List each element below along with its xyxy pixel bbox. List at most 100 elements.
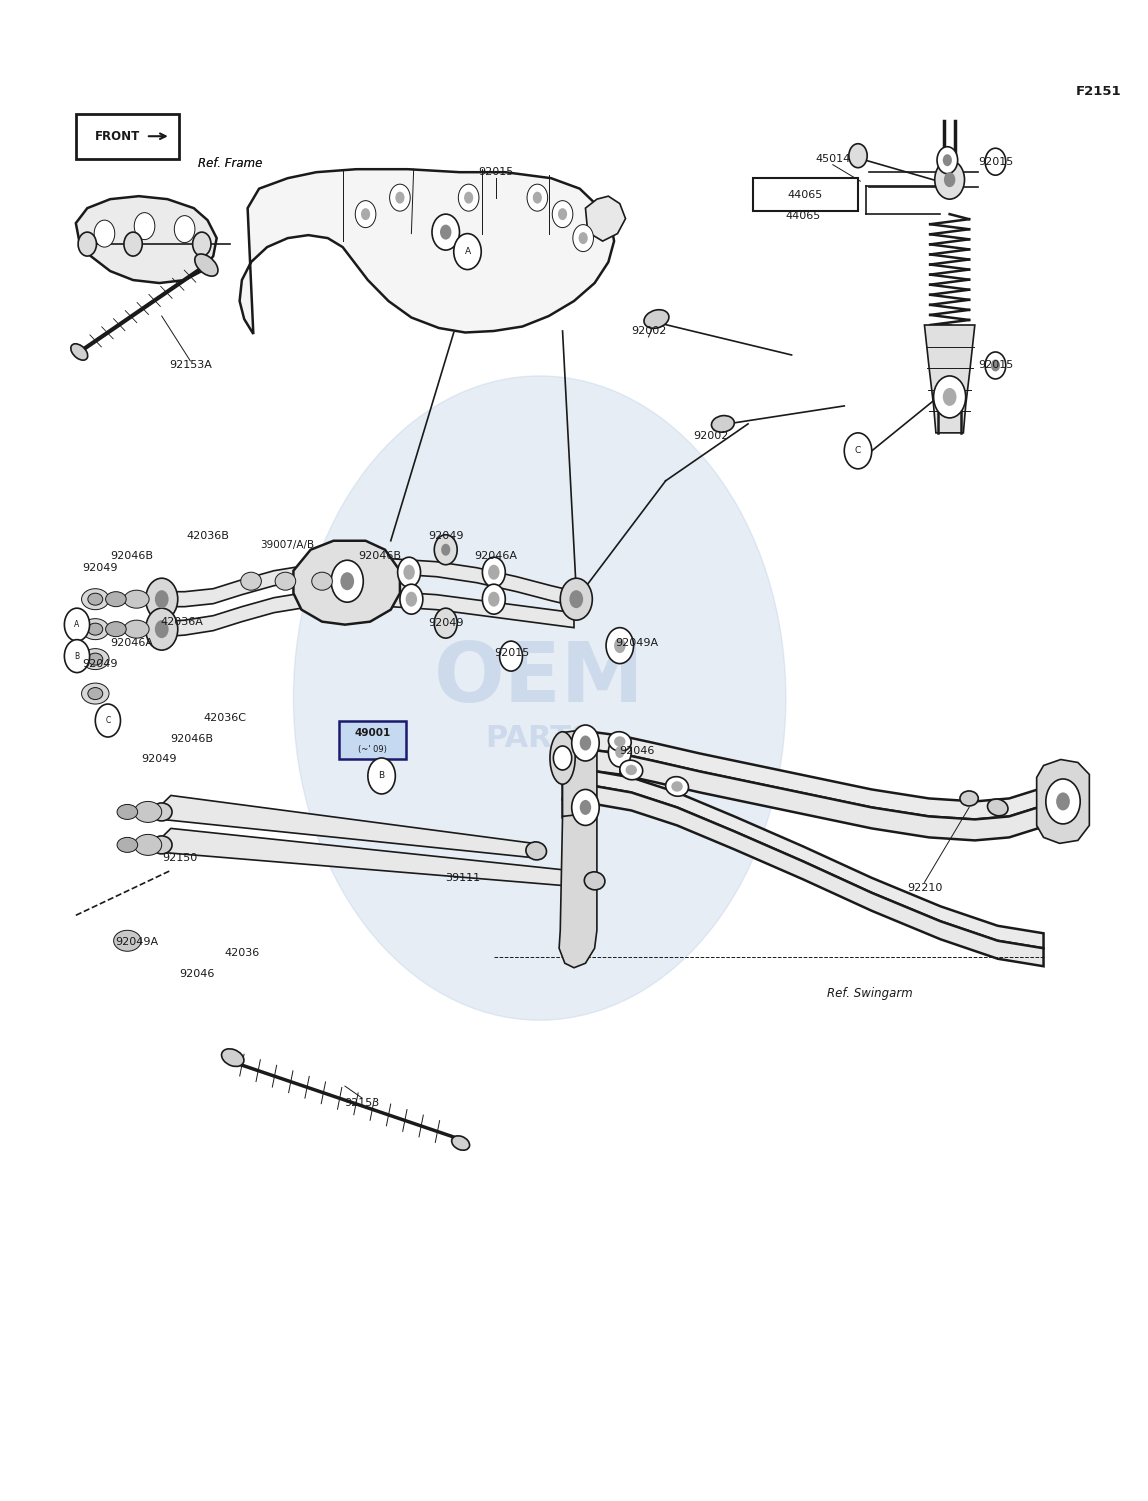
Ellipse shape [134,835,162,856]
Circle shape [78,233,96,257]
Ellipse shape [960,791,978,806]
Circle shape [991,359,1000,371]
Text: A: A [465,248,471,257]
Text: FRONT: FRONT [94,129,140,143]
Circle shape [94,221,115,248]
Text: 92046A: 92046A [474,551,518,561]
Text: 92049: 92049 [83,563,117,573]
Ellipse shape [82,648,109,669]
Bar [339,720,405,760]
Text: 92210: 92210 [907,883,943,893]
Circle shape [340,572,354,590]
Ellipse shape [114,931,141,952]
Ellipse shape [195,254,218,276]
Text: 92049: 92049 [83,659,117,668]
Circle shape [405,591,417,606]
Circle shape [441,543,450,555]
Circle shape [360,209,370,221]
Text: 39007/A/B: 39007/A/B [261,540,315,551]
Circle shape [355,201,375,228]
Polygon shape [563,729,597,820]
Circle shape [573,225,594,252]
Text: 92049A: 92049A [115,937,158,947]
Circle shape [552,201,573,228]
Text: 42036B: 42036B [186,531,228,542]
Circle shape [572,790,599,826]
Circle shape [572,725,599,761]
Circle shape [614,638,626,653]
Text: 42036A: 42036A [161,617,204,626]
Text: 92153: 92153 [344,1097,380,1108]
Circle shape [434,608,457,638]
Circle shape [193,233,211,257]
Text: A: A [75,620,79,629]
Circle shape [933,375,965,417]
Circle shape [560,578,592,620]
Ellipse shape [117,805,138,820]
Circle shape [579,233,588,245]
Ellipse shape [276,572,296,590]
Circle shape [389,185,410,212]
Circle shape [95,704,121,737]
Text: PARTS: PARTS [486,723,594,754]
Text: 42036C: 42036C [203,713,246,722]
Ellipse shape [987,799,1008,817]
Ellipse shape [106,591,126,606]
Circle shape [124,233,142,257]
Circle shape [400,584,422,614]
Ellipse shape [134,802,162,823]
Circle shape [1046,779,1080,824]
Ellipse shape [222,1049,243,1066]
Polygon shape [240,170,614,335]
Ellipse shape [241,572,262,590]
Text: 45014: 45014 [815,153,851,164]
Ellipse shape [712,416,735,432]
Polygon shape [162,590,347,636]
Circle shape [174,216,195,243]
Circle shape [580,800,591,815]
Circle shape [155,620,169,638]
Polygon shape [162,829,597,889]
Circle shape [553,746,572,770]
Text: B: B [379,772,385,781]
Ellipse shape [82,618,109,639]
Polygon shape [563,787,1044,967]
Text: F2151: F2151 [1076,84,1122,98]
Circle shape [848,144,867,168]
Text: OEM: OEM [434,638,645,719]
Circle shape [985,149,1006,176]
Ellipse shape [526,842,546,860]
Circle shape [395,192,404,204]
Polygon shape [585,197,626,242]
Ellipse shape [451,1136,470,1150]
Bar [753,179,858,212]
Circle shape [943,387,956,405]
Text: 92015: 92015 [978,156,1013,167]
Polygon shape [563,750,1038,841]
Circle shape [934,161,964,200]
Ellipse shape [124,590,149,608]
Text: 42036: 42036 [224,947,259,958]
Circle shape [488,591,499,606]
Ellipse shape [124,620,149,638]
Polygon shape [563,732,1064,820]
Bar [76,114,179,159]
Circle shape [453,234,481,270]
Text: C: C [106,716,110,725]
Polygon shape [162,796,540,859]
Circle shape [558,209,567,221]
Text: 92002: 92002 [630,326,666,336]
Circle shape [985,351,1006,378]
Polygon shape [563,772,1044,949]
Circle shape [499,641,522,671]
Text: 92015: 92015 [495,648,529,657]
Circle shape [488,564,499,579]
Ellipse shape [312,572,333,590]
Text: Ref. Swingarm: Ref. Swingarm [827,986,913,1000]
Text: 92046A: 92046A [110,638,154,647]
Ellipse shape [620,760,643,779]
Text: 92049: 92049 [141,755,177,764]
Ellipse shape [584,872,605,890]
Text: Ref. Frame: Ref. Frame [199,156,263,170]
Circle shape [440,225,451,240]
